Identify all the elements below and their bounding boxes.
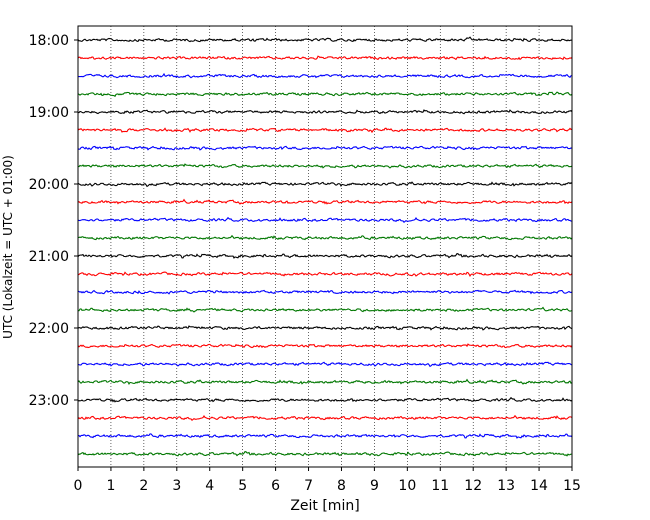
x-tick-label: 5 xyxy=(238,478,247,494)
seismogram-trace xyxy=(77,198,573,205)
y-tick-label: 21:00 xyxy=(29,249,69,265)
x-tick-label: 15 xyxy=(563,478,581,494)
x-axis-ticks: 0 1 2 3 4 5 6 7 8 9 10 11 12 13 14 15 xyxy=(74,467,581,494)
x-tick-label: 4 xyxy=(205,478,214,494)
x-axis-label: Zeit [min] xyxy=(290,498,359,514)
seismogram-trace xyxy=(77,145,573,151)
seismogram-trace xyxy=(77,127,573,134)
seismogram-trace xyxy=(77,234,573,241)
seismogram-trace xyxy=(77,72,573,79)
x-tick-label: 0 xyxy=(74,478,83,494)
seismogram-trace xyxy=(77,36,573,43)
seismogram-trace xyxy=(77,325,573,331)
x-tick-label: 6 xyxy=(271,478,280,494)
y-tick-label: 22:00 xyxy=(29,321,69,337)
x-tick-label: 2 xyxy=(139,478,148,494)
seismogram-trace xyxy=(77,289,573,295)
x-tick-label: 11 xyxy=(431,478,449,494)
seismogram-trace xyxy=(77,163,573,169)
y-tick-label: 18:00 xyxy=(29,33,69,49)
seismogram-trace xyxy=(77,306,573,313)
x-tick-label: 14 xyxy=(530,478,548,494)
plot-frame xyxy=(77,25,573,468)
y-tick-label: 20:00 xyxy=(29,177,69,193)
x-tick-label: 7 xyxy=(304,478,313,494)
seismogram-traces xyxy=(77,36,573,457)
seismogram-trace xyxy=(77,343,573,349)
y-axis-label: UTC (Lokalzeit = UTC + 01:00) xyxy=(1,155,15,339)
x-tick-label: 3 xyxy=(172,478,181,494)
seismogram-trace xyxy=(77,55,573,61)
seismogram-trace xyxy=(77,433,573,439)
x-tick-label: 13 xyxy=(497,478,515,494)
seismogram-trace xyxy=(77,91,573,98)
x-tick-label: 8 xyxy=(337,478,346,494)
x-tick-label: 9 xyxy=(370,478,379,494)
seismogram-trace xyxy=(77,451,572,457)
x-tick-label: 12 xyxy=(464,478,482,494)
y-tick-label: 23:00 xyxy=(29,393,69,409)
seismogram-trace xyxy=(77,109,573,115)
seismogram-trace xyxy=(77,414,573,422)
seismogram-trace xyxy=(77,216,573,224)
seismogram-trace xyxy=(77,253,573,259)
seismogram-trace xyxy=(77,361,573,368)
y-tick-label: 19:00 xyxy=(29,105,69,121)
y-axis-ticks: 18:00 19:00 20:00 21:00 22:00 23:00 xyxy=(29,33,78,409)
x-tick-label: 10 xyxy=(398,478,416,494)
seismogram-trace xyxy=(77,378,573,385)
x-tick-label: 1 xyxy=(106,478,115,494)
seismogram-trace xyxy=(77,271,573,278)
seismogram-trace xyxy=(77,396,573,403)
seismogram-trace xyxy=(77,181,573,188)
